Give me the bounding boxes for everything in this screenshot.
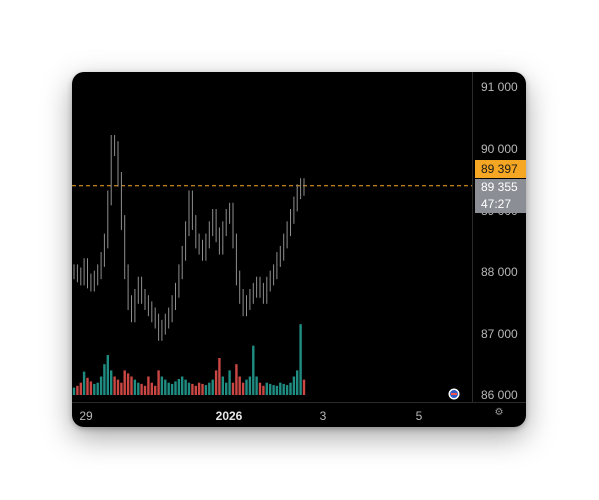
volume-bar bbox=[82, 371, 86, 395]
volume-bar bbox=[99, 376, 103, 395]
volume-bar bbox=[275, 385, 279, 395]
volume-bar bbox=[201, 383, 204, 395]
volume-bar bbox=[296, 370, 299, 395]
volume-bar bbox=[133, 379, 137, 395]
time-tick-label: 3 bbox=[319, 409, 327, 423]
volume-bar bbox=[116, 379, 120, 395]
volume-bar bbox=[150, 382, 153, 395]
volume-bar bbox=[154, 385, 157, 395]
time-tick-label: 29 bbox=[79, 409, 93, 423]
volume-bar bbox=[86, 377, 89, 395]
volume-bar bbox=[130, 376, 133, 395]
volume-bar bbox=[248, 376, 252, 395]
price-tick-label: 87 000 bbox=[481, 327, 518, 341]
volume-bar bbox=[177, 379, 181, 395]
volume-bar bbox=[211, 379, 214, 395]
volume-bar bbox=[143, 385, 147, 395]
volume-bar bbox=[170, 383, 174, 395]
volume-bar bbox=[204, 385, 208, 395]
volume-bar bbox=[289, 382, 292, 395]
volume-bar bbox=[245, 379, 248, 395]
volume-bar bbox=[197, 382, 201, 395]
price-tag: 89 397 bbox=[475, 160, 526, 178]
volume-bar bbox=[299, 324, 302, 395]
volume-bar bbox=[218, 358, 221, 395]
volume-bar bbox=[285, 385, 289, 395]
price-chart[interactable] bbox=[72, 72, 472, 402]
volume-bar bbox=[160, 376, 164, 395]
volume-bar bbox=[265, 382, 268, 395]
volume-bar bbox=[238, 376, 241, 395]
volume-bar bbox=[269, 383, 272, 395]
last-price-tag: 89 355 47:27 bbox=[475, 179, 526, 213]
volume-bar bbox=[228, 370, 231, 395]
volume-bar bbox=[262, 385, 265, 395]
logo-badge-icon[interactable] bbox=[448, 388, 460, 400]
volume-bar bbox=[282, 383, 285, 395]
volume-bar bbox=[231, 382, 235, 395]
time-tick-label: 2026 bbox=[215, 409, 243, 423]
volume-bar bbox=[214, 370, 218, 395]
settings-icon[interactable]: ⚙ bbox=[494, 407, 504, 418]
price-tick-label: 90 000 bbox=[481, 142, 518, 156]
volume-bar bbox=[103, 364, 106, 395]
volume-bar bbox=[279, 382, 282, 395]
volume-bar bbox=[123, 370, 126, 395]
volume-bar bbox=[235, 364, 238, 395]
volume-bar bbox=[106, 355, 109, 395]
volume-bar bbox=[181, 376, 184, 395]
volume-bar bbox=[93, 383, 96, 395]
volume-bar bbox=[126, 373, 130, 395]
volume-bar bbox=[194, 385, 197, 395]
volume-bar bbox=[164, 379, 167, 395]
volume-bar bbox=[221, 376, 224, 395]
volume-bar bbox=[96, 382, 99, 395]
volume-bar bbox=[79, 382, 82, 395]
volume-bar bbox=[113, 376, 116, 395]
time-axis[interactable]: 29 2026 3 5 bbox=[72, 402, 526, 427]
price-tick-label: 88 000 bbox=[481, 265, 518, 279]
bar-countdown: 47:27 bbox=[481, 197, 512, 211]
volume-bar bbox=[255, 376, 258, 395]
volume-bar bbox=[89, 381, 93, 395]
volume-bar bbox=[140, 383, 143, 395]
volume-bar bbox=[302, 379, 306, 395]
volume-bar bbox=[241, 382, 245, 395]
volume-bar bbox=[76, 385, 79, 395]
volume-bar bbox=[191, 383, 194, 395]
volume-bar bbox=[208, 382, 211, 395]
price-tick-label: 86 000 bbox=[481, 388, 518, 402]
time-tick-label: 5 bbox=[415, 409, 423, 423]
volume-bar bbox=[187, 382, 191, 395]
last-price-value: 89 355 bbox=[481, 180, 518, 194]
volume-bar bbox=[252, 345, 255, 395]
volume-bar bbox=[147, 376, 150, 395]
volume-bar bbox=[72, 387, 76, 395]
volume-bar bbox=[120, 382, 123, 395]
volume-bar bbox=[137, 382, 140, 395]
volume-bar bbox=[225, 382, 228, 395]
volume-bar bbox=[258, 382, 262, 395]
volume-bar bbox=[167, 382, 170, 395]
volume-bar bbox=[272, 385, 275, 395]
volume-bar bbox=[174, 381, 177, 395]
price-tick-label: 91 000 bbox=[481, 80, 518, 94]
volume-bar bbox=[110, 370, 113, 395]
volume-bar bbox=[292, 376, 296, 395]
volume-bar bbox=[184, 379, 187, 395]
volume-bar bbox=[157, 370, 160, 395]
